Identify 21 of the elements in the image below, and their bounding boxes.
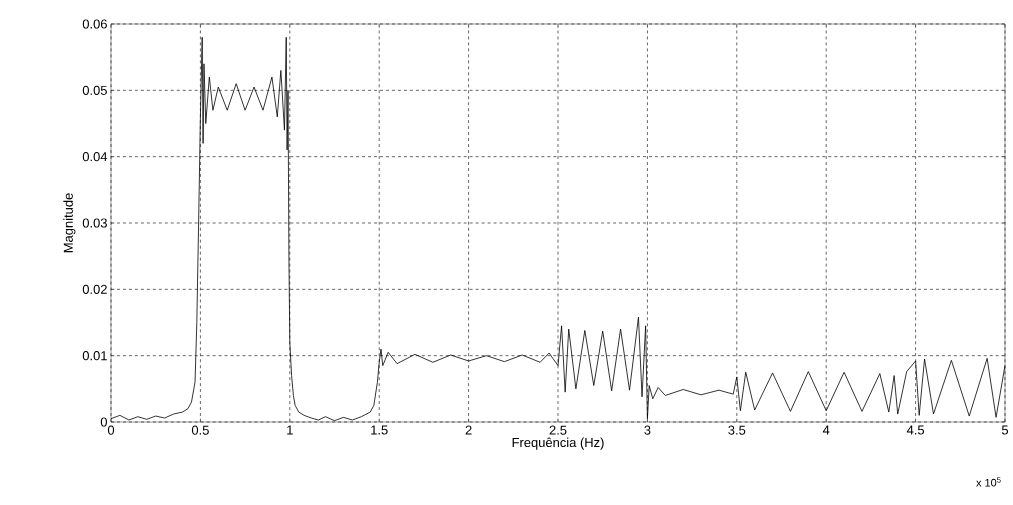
y-tick-label: 0 <box>100 417 107 427</box>
x-tick-label: 2 <box>465 425 472 435</box>
text: x 10$^{5}$ <box>976 477 1001 487</box>
x-tick-label: 5 <box>1001 425 1009 435</box>
x-tick-label: 0 <box>107 425 115 435</box>
x-tick-label: 1 <box>287 425 293 435</box>
x-axis-title: Frequência (Hz) <box>512 437 604 450</box>
y-tick-label: 0.04 <box>82 152 108 162</box>
y-tick-label: 0.01 <box>82 351 107 361</box>
y-axis-title: Magnitude <box>63 193 76 253</box>
x-tick-label: 4.5 <box>906 425 925 435</box>
y-tick-label: 0.03 <box>82 218 107 228</box>
x-tick-label: 3.5 <box>728 425 746 435</box>
y-tick-label: 0.02 <box>82 284 107 294</box>
x-tick-label: 2.5 <box>549 425 567 435</box>
x-tick-label: 3 <box>644 425 651 435</box>
x-tick-label: 0.5 <box>191 425 209 435</box>
y-tick-label: 0.05 <box>82 85 107 95</box>
x-tick-label: 1.5 <box>371 425 388 435</box>
x-tick-label: 4 <box>822 425 830 435</box>
y-tick-label: 0.06 <box>82 19 107 29</box>
